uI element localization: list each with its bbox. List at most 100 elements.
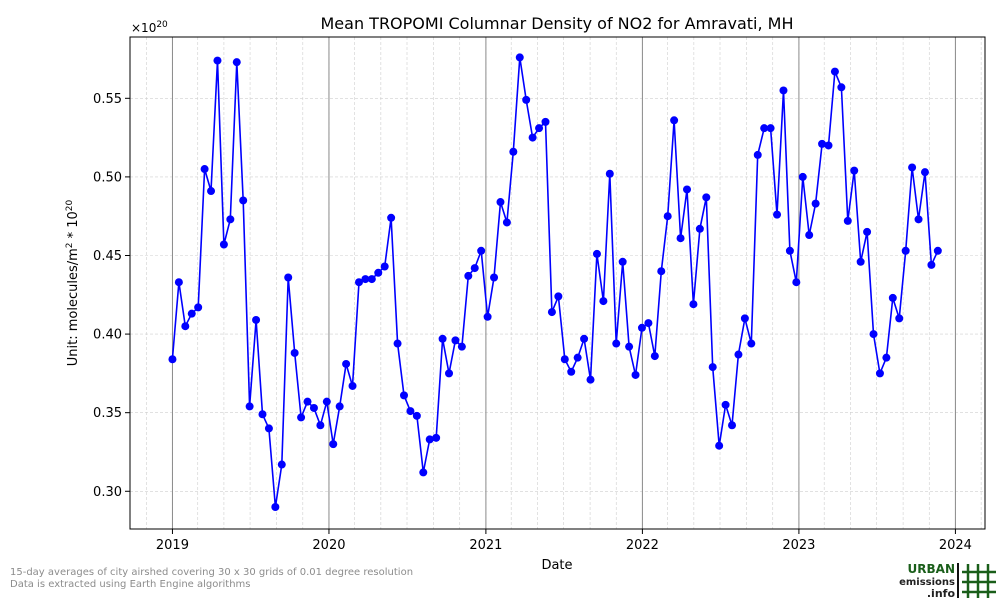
x-tick-label: 2019 bbox=[156, 538, 189, 553]
data-point bbox=[670, 116, 679, 125]
data-point bbox=[464, 271, 473, 280]
data-point bbox=[277, 460, 286, 469]
data-point bbox=[618, 257, 627, 266]
data-point bbox=[483, 312, 492, 321]
data-point bbox=[258, 410, 267, 419]
data-point bbox=[908, 163, 917, 172]
data-point bbox=[284, 273, 293, 282]
logo-text-emissions: emissions bbox=[899, 577, 955, 588]
data-point bbox=[612, 339, 621, 348]
data-point bbox=[232, 58, 241, 67]
data-point bbox=[753, 150, 762, 159]
data-point bbox=[226, 215, 235, 224]
data-point bbox=[207, 187, 216, 196]
data-point bbox=[837, 83, 846, 92]
y-axis: 0.30 0.35 0.40 0.45 0.50 0.55 bbox=[93, 92, 130, 500]
x-axis-label: Date bbox=[541, 558, 572, 573]
data-point bbox=[728, 421, 737, 430]
y-axis-label: Unit: molecules/m2 * 1020 bbox=[65, 199, 81, 366]
data-point bbox=[329, 440, 338, 449]
data-point bbox=[181, 322, 190, 331]
x-axis: 2019 2020 2021 2022 2023 2024 bbox=[156, 529, 972, 553]
data-point bbox=[805, 231, 814, 240]
data-point bbox=[657, 267, 666, 276]
data-point bbox=[490, 273, 499, 282]
data-point bbox=[637, 323, 646, 332]
data-point bbox=[586, 375, 595, 384]
data-point bbox=[605, 169, 614, 178]
data-point bbox=[245, 402, 254, 411]
data-point bbox=[303, 397, 312, 406]
data-point bbox=[721, 400, 730, 409]
data-point bbox=[348, 381, 357, 390]
chart-title: Mean TROPOMI Columnar Density of NO2 for… bbox=[320, 14, 793, 33]
data-point bbox=[438, 334, 447, 343]
data-point bbox=[515, 53, 524, 62]
data-point bbox=[290, 348, 299, 357]
data-point bbox=[920, 168, 929, 177]
data-point bbox=[200, 165, 209, 174]
data-point bbox=[901, 246, 910, 255]
data-point bbox=[316, 421, 325, 430]
data-point bbox=[708, 363, 717, 372]
data-point bbox=[509, 147, 518, 156]
x-tick-label: 2023 bbox=[782, 538, 815, 553]
data-point bbox=[354, 278, 363, 287]
data-point bbox=[592, 249, 601, 258]
data-point bbox=[554, 292, 563, 301]
data-point bbox=[367, 275, 376, 284]
y-tick-label: 0.55 bbox=[93, 92, 122, 107]
x-tick-label: 2020 bbox=[312, 538, 345, 553]
data-point bbox=[342, 359, 351, 368]
data-point bbox=[406, 407, 415, 416]
data-point bbox=[271, 502, 280, 511]
data-point bbox=[194, 303, 203, 312]
data-point bbox=[502, 218, 511, 227]
data-point bbox=[766, 124, 775, 133]
data-point bbox=[779, 86, 788, 95]
data-point bbox=[843, 216, 852, 225]
data-point bbox=[644, 319, 653, 328]
data-point bbox=[863, 227, 872, 236]
series-line bbox=[171, 57, 939, 508]
data-point bbox=[322, 397, 331, 406]
data-point bbox=[695, 224, 704, 233]
data-point bbox=[734, 350, 743, 359]
data-point bbox=[528, 133, 537, 142]
data-point bbox=[580, 334, 589, 343]
data-point bbox=[535, 124, 544, 133]
series-no2 bbox=[168, 53, 942, 511]
data-point bbox=[522, 95, 531, 104]
y-tick-label: 0.45 bbox=[93, 249, 122, 264]
data-point bbox=[374, 268, 383, 277]
data-point bbox=[631, 370, 640, 379]
data-point bbox=[869, 330, 878, 339]
data-point bbox=[560, 355, 569, 364]
data-point bbox=[239, 196, 248, 205]
footnote-averaging: 15-day averages of city airshed covering… bbox=[10, 567, 414, 578]
data-point bbox=[219, 240, 228, 249]
data-point bbox=[496, 198, 505, 207]
data-point bbox=[335, 402, 344, 411]
data-point bbox=[856, 257, 865, 266]
data-point bbox=[387, 213, 396, 222]
plot-frame bbox=[129, 36, 986, 530]
hash-icon bbox=[957, 563, 996, 598]
data-point bbox=[702, 193, 711, 202]
year-lines bbox=[171, 37, 956, 529]
data-point bbox=[811, 199, 820, 208]
x-tick-label: 2024 bbox=[939, 538, 972, 553]
data-point bbox=[425, 435, 434, 444]
data-point bbox=[875, 369, 884, 378]
logo-text-info: .info bbox=[927, 587, 956, 600]
logo-text-urban: URBAN bbox=[908, 562, 955, 576]
data-point bbox=[676, 234, 685, 243]
data-point bbox=[850, 166, 859, 175]
data-point bbox=[399, 391, 408, 400]
data-point bbox=[419, 468, 428, 477]
data-point bbox=[309, 403, 318, 412]
data-point bbox=[412, 411, 421, 420]
data-point bbox=[432, 433, 441, 442]
data-point bbox=[187, 309, 196, 318]
y-tick-label: 0.30 bbox=[93, 485, 122, 500]
